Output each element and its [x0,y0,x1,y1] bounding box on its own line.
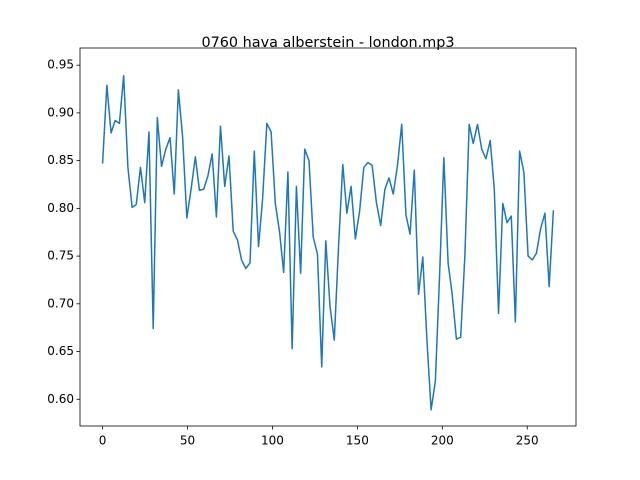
y-tick-label: 0.60 [47,392,74,406]
y-tick-label: 0.80 [47,201,74,215]
y-tick-label: 0.65 [47,344,74,358]
x-tick-label: 150 [346,434,369,448]
x-tick-label: 200 [431,434,454,448]
y-tick-label: 0.70 [47,296,74,310]
chart-title: 0760 hava alberstein - london.mp3 [201,35,454,51]
y-tick-label: 0.75 [47,249,74,263]
y-tick-label: 0.85 [47,153,74,167]
y-tick-label: 0.90 [47,105,74,119]
data-line [101,74,555,411]
y-tick-label: 0.95 [47,58,74,72]
plot-frame [79,47,577,427]
x-tick-label: 50 [180,434,195,448]
x-tick-label: 0 [99,434,107,448]
x-tick-label: 100 [261,434,284,448]
x-tick-label: 250 [516,434,539,448]
